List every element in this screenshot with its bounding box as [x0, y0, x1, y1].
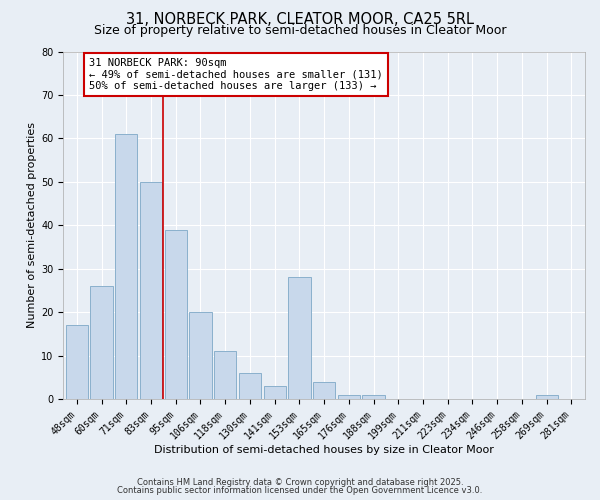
Bar	[115, 134, 137, 399]
Bar	[338, 395, 360, 399]
Bar	[190, 312, 212, 399]
Y-axis label: Number of semi-detached properties: Number of semi-detached properties	[27, 122, 37, 328]
Bar	[288, 278, 311, 399]
Bar	[536, 395, 558, 399]
Bar	[214, 352, 236, 399]
Bar	[164, 230, 187, 399]
Text: 31 NORBECK PARK: 90sqm
← 49% of semi-detached houses are smaller (131)
50% of se: 31 NORBECK PARK: 90sqm ← 49% of semi-det…	[89, 58, 383, 91]
Bar	[239, 373, 261, 399]
Text: 31, NORBECK PARK, CLEATOR MOOR, CA25 5RL: 31, NORBECK PARK, CLEATOR MOOR, CA25 5RL	[126, 12, 474, 28]
Bar	[313, 382, 335, 399]
Bar	[263, 386, 286, 399]
Text: Size of property relative to semi-detached houses in Cleator Moor: Size of property relative to semi-detach…	[94, 24, 506, 37]
Bar	[362, 395, 385, 399]
Bar	[140, 182, 162, 399]
Bar	[91, 286, 113, 399]
Text: Contains public sector information licensed under the Open Government Licence v3: Contains public sector information licen…	[118, 486, 482, 495]
X-axis label: Distribution of semi-detached houses by size in Cleator Moor: Distribution of semi-detached houses by …	[154, 445, 494, 455]
Bar	[66, 325, 88, 399]
Text: Contains HM Land Registry data © Crown copyright and database right 2025.: Contains HM Land Registry data © Crown c…	[137, 478, 463, 487]
